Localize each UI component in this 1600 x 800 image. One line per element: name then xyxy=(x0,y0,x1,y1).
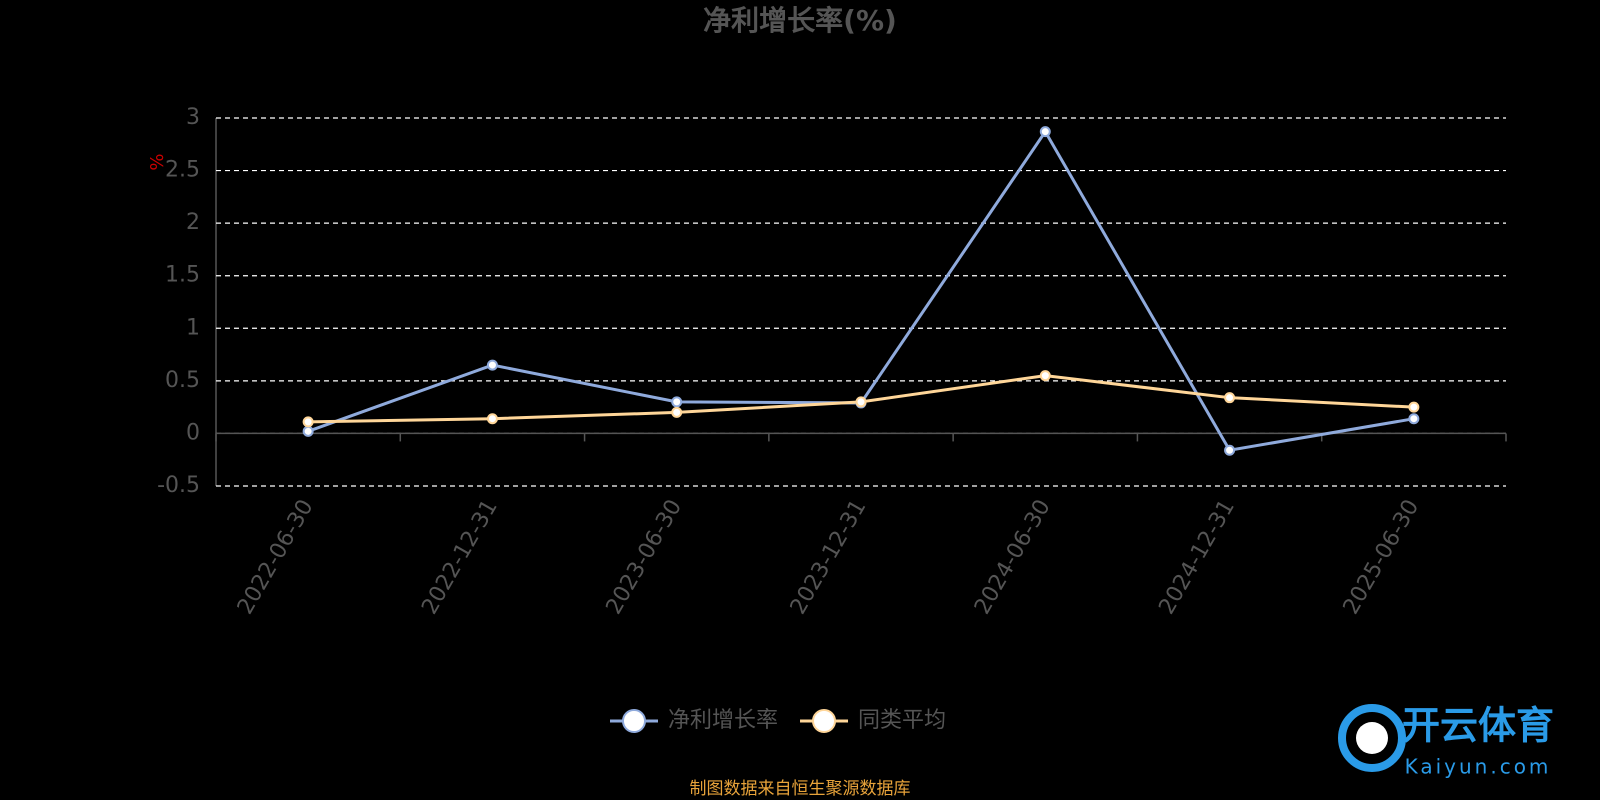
source-note: 制图数据来自恒生聚源数据库 xyxy=(690,779,911,799)
data-point xyxy=(1224,444,1236,456)
legend-label: 同类平均 xyxy=(858,708,946,733)
y-tick-label: 1.5 xyxy=(165,263,200,288)
watermark-brand: 开云体育 xyxy=(1402,704,1554,748)
data-point xyxy=(1039,370,1051,382)
data-point xyxy=(671,396,683,408)
data-point xyxy=(486,359,498,371)
watermark-url: Kaiyun.com xyxy=(1405,755,1552,779)
data-point xyxy=(486,413,498,425)
y-axis-label: % xyxy=(147,153,168,170)
data-point xyxy=(1408,401,1420,413)
watermark: 开云体育 Kaiyun.com xyxy=(1338,704,1554,779)
y-tick-label: 2.5 xyxy=(165,158,200,183)
legend-item: 同类平均 xyxy=(800,708,946,733)
legend-label: 净利增长率 xyxy=(668,708,778,733)
data-point xyxy=(1224,392,1236,404)
chart-title: 净利增长率(%) xyxy=(703,4,897,37)
watermark-logo xyxy=(1338,704,1406,772)
watermark-ball xyxy=(1356,722,1388,754)
legend-marker xyxy=(812,709,837,733)
data-point xyxy=(302,425,314,437)
y-tick-label: 3 xyxy=(186,105,200,130)
y-tick-label: 2 xyxy=(186,210,200,235)
data-point xyxy=(855,396,867,408)
legend-marker xyxy=(622,709,646,733)
y-tick-label: 1 xyxy=(186,315,200,340)
legend-item: 净利增长率 xyxy=(610,708,778,733)
data-point xyxy=(302,416,314,428)
y-tick-label: 0.5 xyxy=(165,368,200,393)
data-point xyxy=(1408,413,1420,425)
data-point xyxy=(1039,126,1051,138)
y-tick-label: 0 xyxy=(186,420,200,445)
data-point xyxy=(671,406,683,418)
y-tick-label: -0.5 xyxy=(157,473,200,498)
